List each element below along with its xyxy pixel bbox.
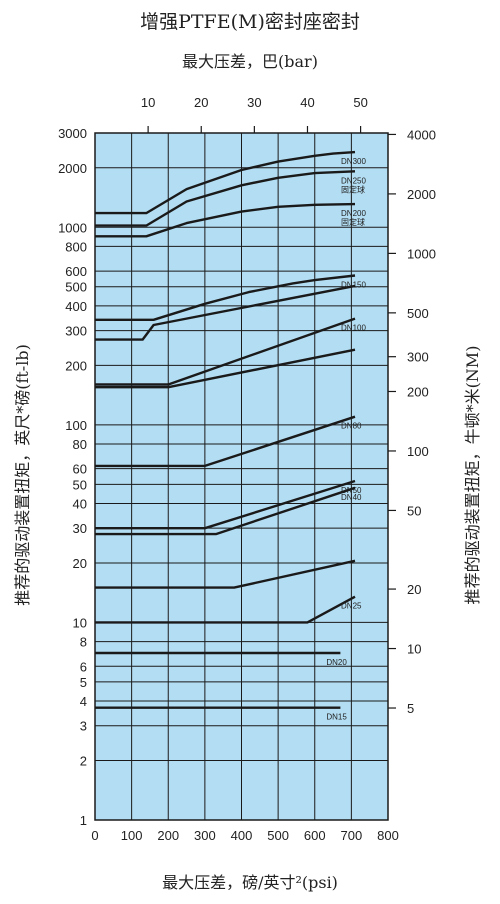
left-tick-label: 30 [73,521,87,536]
left-tick-label: 50 [73,477,87,492]
x-tick-label: 300 [194,828,216,843]
right-tick-label: 500 [407,306,429,321]
x-axis-label: 最大压差，磅/英寸²(psi) [162,873,338,892]
right-tick-label: 300 [407,350,429,365]
right-tick-label: 100 [407,444,429,459]
left-tick-label: 10 [73,615,87,630]
x-tick-label: 700 [341,828,363,843]
top-axis-label: 最大压差，巴(bar) [182,52,318,71]
series-line [95,284,356,341]
series-label: DN40 [341,493,362,502]
x-tick-label: 400 [231,828,253,843]
left-tick-label: 80 [73,437,87,452]
series-label: 固定球 [341,184,365,194]
x-tick-label: 800 [377,828,399,843]
x-tick-label: 500 [267,828,289,843]
left-tick-label: 1000 [58,220,87,235]
left-tick-label: 2000 [58,161,87,176]
right-tick-label: 200 [407,384,429,399]
series-line [95,415,356,468]
series-line [95,202,356,238]
series-label: DN200 [341,209,366,218]
series-line [95,486,356,536]
left-tick-label: 300 [65,324,87,339]
series-label: DN100 [341,324,366,333]
series-line [95,170,356,227]
top-tick-label: 30 [247,95,261,110]
right-tick-label: 50 [407,503,421,518]
x-tick-label: 200 [157,828,179,843]
left-tick-label: 1 [80,813,87,828]
left-tick-label: 600 [65,264,87,279]
right-tick-label: 2000 [407,187,436,202]
right-tick-label: 1000 [407,246,436,261]
right-tick-label: 20 [407,582,421,597]
left-tick-label: 5 [80,675,87,690]
top-tick-label: 10 [141,95,155,110]
top-tick-label: 20 [194,95,208,110]
left-tick-label: 40 [73,496,87,511]
top-tick-label: 50 [353,95,367,110]
left-tick-label: 4 [80,694,87,709]
series-label: DN250 [341,176,366,185]
x-tick-label: 0 [91,828,98,843]
series-label: DN300 [341,157,366,166]
axes: 0 100 200 300 400 500 600 700 800123456810203040… [58,95,436,843]
series-line [95,317,356,386]
left-tick-label: 6 [80,659,87,674]
chart-title: 增强PTFE(M)密封座密封 [140,11,360,33]
series-line [95,479,356,530]
series-lines: DN300DN250固定球DN200固定球DN150DN100DN80DN50D… [95,150,366,722]
series-line [95,274,356,321]
series-label: DN50 [341,486,362,495]
left-tick-label: 500 [65,280,87,295]
left-tick-label: 400 [65,299,87,314]
series-label: DN15 [326,713,347,722]
right-tick-label: 10 [407,642,421,657]
series-line [95,595,356,624]
x-tick-label: 100 [121,828,143,843]
right-tick-label: 4000 [407,127,436,142]
left-tick-label: 200 [65,358,87,373]
left-tick-label: 60 [73,462,87,477]
left-tick-label: 3000 [58,126,87,141]
series-line [95,559,356,589]
right-y-axis-label: 推荐的驱动装置扭矩，牛顿*米(NM) [463,346,482,605]
series-label: DN80 [341,422,362,431]
left-tick-label: 20 [73,556,87,571]
left-y-axis-label: 推荐的驱动装置扭矩，英尺*磅(ft-lb) [13,344,32,606]
series-label: DN25 [341,602,362,611]
right-tick-label: 5 [407,701,414,716]
series-label: DN20 [326,658,347,667]
left-tick-label: 800 [65,239,87,254]
series-label: 固定球 [341,217,365,227]
left-tick-label: 100 [65,418,87,433]
top-tick-label: 40 [300,95,314,110]
left-tick-label: 2 [80,754,87,769]
series-line [95,150,356,215]
left-tick-label: 8 [80,635,87,650]
left-tick-label: 3 [80,719,87,734]
series-line [95,348,356,389]
x-tick-label: 600 [304,828,326,843]
